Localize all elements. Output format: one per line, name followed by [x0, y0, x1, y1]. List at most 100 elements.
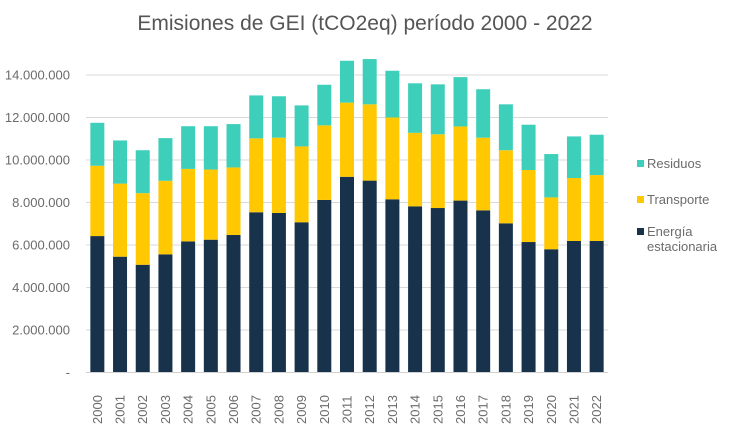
bar-stack-2019	[521, 124, 536, 373]
x-tick-label: 2009	[294, 395, 309, 424]
bar-transporte-2016	[453, 126, 468, 201]
bar-residuos-2020	[544, 154, 559, 198]
bar-energ-a-estacionaria-2008	[271, 212, 286, 373]
bar-stack-2011	[340, 60, 354, 373]
bar-energ-a-estacionaria-2019	[521, 242, 536, 373]
bar-energ-a-estacionaria-2013	[385, 199, 400, 373]
bar-residuos-2003	[158, 138, 173, 181]
bar-residuos-2007	[249, 95, 264, 139]
bar-transporte-2008	[271, 137, 286, 213]
bar-energ-a-estacionaria-2000	[90, 236, 105, 373]
x-tick-label: 2000	[90, 395, 105, 424]
bar-transporte-2019	[521, 169, 536, 243]
legend-swatch	[637, 228, 644, 235]
bar-residuos-2016	[453, 77, 468, 127]
x-tick-label: 2006	[226, 395, 241, 424]
bar-stack-2016	[453, 77, 468, 373]
bar-transporte-2009	[294, 146, 309, 223]
bar-energ-a-estacionaria-2009	[294, 222, 309, 373]
bar-stack-2017	[476, 89, 491, 373]
x-tick-label: 2007	[249, 395, 264, 424]
x-tick-label: 2012	[362, 395, 377, 424]
bar-residuos-2018	[498, 104, 513, 151]
x-tick-label: 2015	[430, 395, 445, 424]
bar-transporte-2018	[498, 150, 513, 224]
x-tick-label: 2019	[521, 395, 536, 424]
bar-residuos-2014	[408, 83, 423, 133]
x-tick-label: 2011	[340, 396, 355, 424]
x-tick-label: 2001	[113, 395, 128, 424]
bar-residuos-2019	[521, 124, 536, 170]
legend-label: estacionaria	[647, 239, 718, 254]
x-tick-label: 2002	[135, 395, 150, 424]
bar-stack-2010	[317, 84, 332, 373]
bar-transporte-2003	[158, 180, 173, 255]
x-tick-label: 2008	[271, 395, 286, 424]
bar-residuos-2001	[113, 140, 128, 184]
legend-label: Energía	[647, 224, 693, 239]
bar-energ-a-estacionaria-2014	[408, 206, 423, 373]
x-tick-label: 2005	[203, 395, 218, 424]
bar-stack-2018	[498, 104, 513, 373]
bar-residuos-2006	[226, 124, 241, 168]
bar-transporte-2006	[226, 167, 241, 236]
x-tick-label: 2020	[544, 395, 559, 424]
legend-swatch	[637, 196, 644, 203]
bar-stack-2005	[203, 126, 218, 373]
legend-label: Residuos	[647, 156, 702, 171]
bar-stack-2008	[271, 96, 286, 373]
bar-energ-a-estacionaria-2018	[498, 223, 513, 373]
bar-energ-a-estacionaria-2007	[249, 212, 264, 373]
bar-transporte-2013	[385, 117, 400, 200]
bar-energ-a-estacionaria-2001	[113, 256, 128, 373]
bar-stack-2001	[113, 140, 128, 373]
y-tick-label: 14.000.000	[5, 68, 70, 83]
bar-residuos-2015	[430, 84, 445, 135]
bar-stack-2009	[294, 105, 309, 373]
x-tick-label: 2022	[589, 395, 604, 424]
x-tick-label: 2017	[476, 395, 491, 424]
x-axis-ticks: 2000 2001 2002 2003 2004 2005 2006 2007 2008 2009…	[90, 395, 604, 424]
bar-residuos-2002	[135, 150, 150, 194]
bar-energ-a-estacionaria-2010	[317, 199, 332, 373]
bar-energ-a-estacionaria-2021	[566, 240, 581, 373]
bar-stack-2012	[362, 59, 377, 373]
legend-item: Residuos	[637, 156, 702, 171]
bar-stack-2002	[135, 150, 150, 373]
bar-energ-a-estacionaria-2017	[476, 210, 491, 373]
bar-residuos-2009	[294, 105, 309, 147]
bar-stack-2020	[544, 154, 559, 373]
bar-residuos-2012	[362, 59, 377, 105]
bar-transporte-2002	[135, 193, 150, 265]
bar-transporte-2011	[340, 102, 354, 177]
x-tick-label: 2010	[317, 395, 332, 424]
bar-transporte-2020	[544, 197, 559, 250]
bar-residuos-2022	[589, 134, 604, 176]
bar-residuos-2021	[566, 136, 581, 179]
bar-stack-2022	[589, 134, 604, 373]
bar-stack-2021	[566, 136, 581, 373]
bar-energ-a-estacionaria-2022	[589, 240, 604, 373]
bar-transporte-2005	[203, 169, 218, 240]
bar-residuos-2013	[385, 70, 400, 118]
legend-swatch	[637, 160, 644, 167]
x-tick-label: 2013	[385, 395, 400, 424]
y-axis-ticks: - 2.000.000 4.000.000 6.000.000 8.000.000 10.…	[5, 68, 70, 381]
bar-transporte-2017	[476, 137, 491, 211]
bar-stack-2014	[408, 83, 423, 373]
bar-stack-2013	[385, 70, 400, 373]
x-tick-label: 2016	[453, 395, 468, 424]
legend-item: Transporte	[637, 192, 709, 207]
bar-transporte-2021	[566, 178, 581, 241]
bar-energ-a-estacionaria-2004	[181, 241, 196, 373]
bar-energ-a-estacionaria-2016	[453, 200, 468, 373]
y-tick-label: 6.000.000	[12, 238, 70, 253]
bar-transporte-2010	[317, 125, 332, 200]
bar-energ-a-estacionaria-2003	[158, 254, 173, 373]
bar-stack-2006	[226, 124, 241, 373]
x-tick-label: 2018	[498, 395, 513, 424]
x-tick-label: 2021	[566, 395, 581, 424]
x-tick-label: 2014	[408, 395, 423, 424]
